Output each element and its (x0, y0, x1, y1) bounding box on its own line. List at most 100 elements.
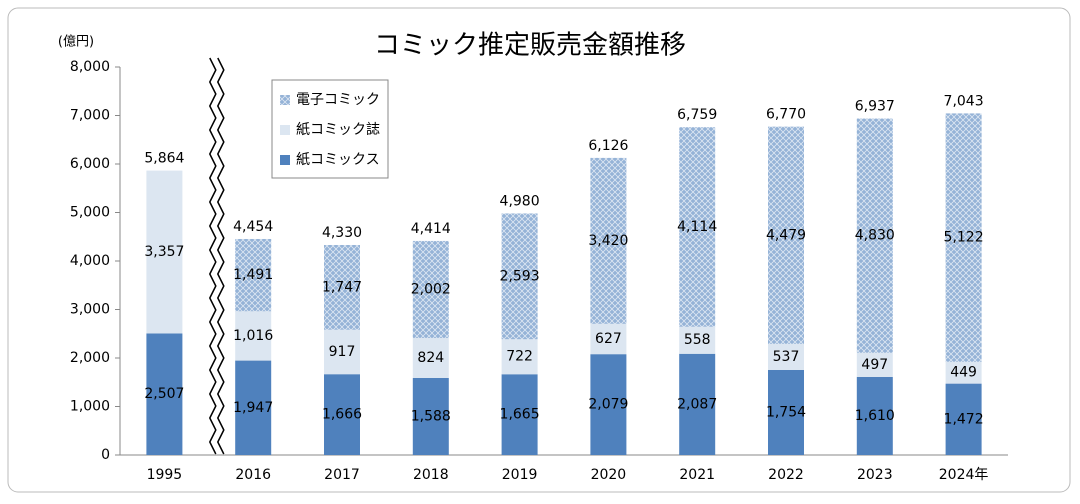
x-tick-label: 2016 (235, 467, 271, 483)
total-label: 6,937 (855, 99, 895, 115)
total-label: 6,759 (677, 107, 717, 123)
y-tick-label: 1,000 (70, 399, 110, 415)
bar-segment (856, 376, 893, 455)
total-label: 6,770 (766, 107, 806, 123)
bar-segment (235, 360, 272, 455)
bar-segment (679, 326, 716, 354)
data-label: 627 (595, 331, 622, 347)
data-label: 3,357 (144, 244, 184, 260)
chart-title: コミック推定販売金額推移 (374, 31, 686, 61)
axis-break-line (209, 57, 217, 455)
x-tick-label: 2020 (591, 467, 627, 483)
bar-segment (412, 377, 449, 455)
data-label: 1,947 (233, 400, 273, 416)
bar-segment (501, 213, 538, 340)
bar-segment (146, 170, 183, 334)
legend-label: 紙コミックス (296, 152, 380, 168)
y-tick-label: 7,000 (70, 108, 110, 124)
bar-segment (324, 374, 360, 455)
data-label: 2,087 (677, 396, 717, 412)
bar-segment (501, 374, 538, 455)
bar-segment (146, 333, 183, 455)
bar-segment (679, 127, 716, 327)
legend-swatch (280, 125, 290, 135)
x-tick-label: 2019 (502, 467, 538, 483)
bar-segment (590, 323, 627, 355)
total-label: 4,980 (500, 193, 540, 209)
data-label: 824 (417, 350, 444, 366)
x-tick-label: 2022 (768, 467, 804, 483)
legend-swatch (280, 155, 290, 165)
total-label: 5,864 (144, 151, 184, 167)
y-tick-label: 4,000 (70, 253, 110, 269)
total-label: 4,414 (411, 221, 451, 237)
data-label: 1,666 (322, 407, 362, 423)
data-label: 2,002 (411, 281, 451, 297)
y-tick-label: 2,000 (70, 350, 110, 366)
data-label: 449 (950, 365, 977, 381)
data-label: 4,114 (677, 219, 717, 235)
legend-label: 紙コミック誌 (296, 122, 380, 138)
y-tick-label: 8,000 (70, 59, 110, 75)
bar-segment (945, 383, 982, 455)
bar-segment (856, 352, 893, 377)
x-tick-label: 2021 (679, 467, 715, 483)
bar-segment (501, 339, 538, 375)
total-label: 7,043 (944, 93, 984, 109)
bar-segment (324, 329, 360, 375)
bar-segment (590, 354, 627, 455)
data-label: 1,016 (233, 328, 273, 344)
bar-segment (856, 118, 893, 353)
total-label: 4,330 (322, 225, 362, 241)
data-label: 1,747 (322, 279, 362, 295)
x-tick-label: 2024年 (939, 467, 989, 483)
data-label: 3,420 (588, 233, 628, 249)
y-tick-label: 3,000 (70, 302, 110, 318)
data-label: 1,610 (855, 408, 895, 424)
data-label: 1,491 (233, 267, 273, 283)
data-label: 1,472 (944, 411, 984, 427)
data-label: 1,754 (766, 404, 806, 420)
data-label: 4,830 (855, 228, 895, 244)
x-tick-label: 2017 (324, 467, 360, 483)
legend-swatch (280, 95, 290, 105)
y-tick-label: 6,000 (70, 156, 110, 172)
bar-segment (324, 244, 360, 330)
data-label: 5,122 (944, 230, 984, 246)
bar-segment (235, 311, 272, 361)
data-label: 497 (861, 357, 888, 373)
axis-break-line (217, 57, 225, 455)
x-tick-label: 2018 (413, 467, 449, 483)
data-label: 1,588 (411, 408, 451, 424)
bar-segment (412, 240, 449, 339)
axis-break-fill (209, 58, 224, 454)
bar-segment (590, 157, 627, 324)
data-label: 4,479 (766, 227, 806, 243)
data-label: 722 (506, 349, 533, 365)
total-label: 4,454 (233, 219, 273, 235)
legend-label: 電子コミック (296, 92, 380, 108)
bar-segment (235, 238, 272, 312)
data-label: 558 (684, 332, 711, 348)
total-label: 6,126 (588, 138, 628, 154)
x-tick-label: 2023 (857, 467, 893, 483)
data-label: 2,507 (144, 386, 184, 402)
y-tick-label: 0 (101, 447, 110, 463)
data-label: 917 (329, 344, 356, 360)
legend-box (271, 79, 389, 179)
data-label: 1,665 (500, 407, 540, 423)
data-label: 2,079 (588, 397, 628, 413)
x-tick-label: 1995 (147, 467, 183, 483)
bar-segment (945, 361, 982, 384)
bar-segment (945, 113, 982, 362)
data-label: 2,593 (500, 268, 540, 284)
bar-segment (768, 126, 804, 344)
bar-segment (679, 353, 716, 455)
y-tick-label: 5,000 (70, 205, 110, 221)
bar-segment (412, 338, 449, 378)
bar-segment (768, 369, 804, 455)
data-label: 537 (773, 349, 800, 365)
bar-segment (768, 343, 804, 370)
y-unit-label: (億円) (58, 34, 94, 50)
